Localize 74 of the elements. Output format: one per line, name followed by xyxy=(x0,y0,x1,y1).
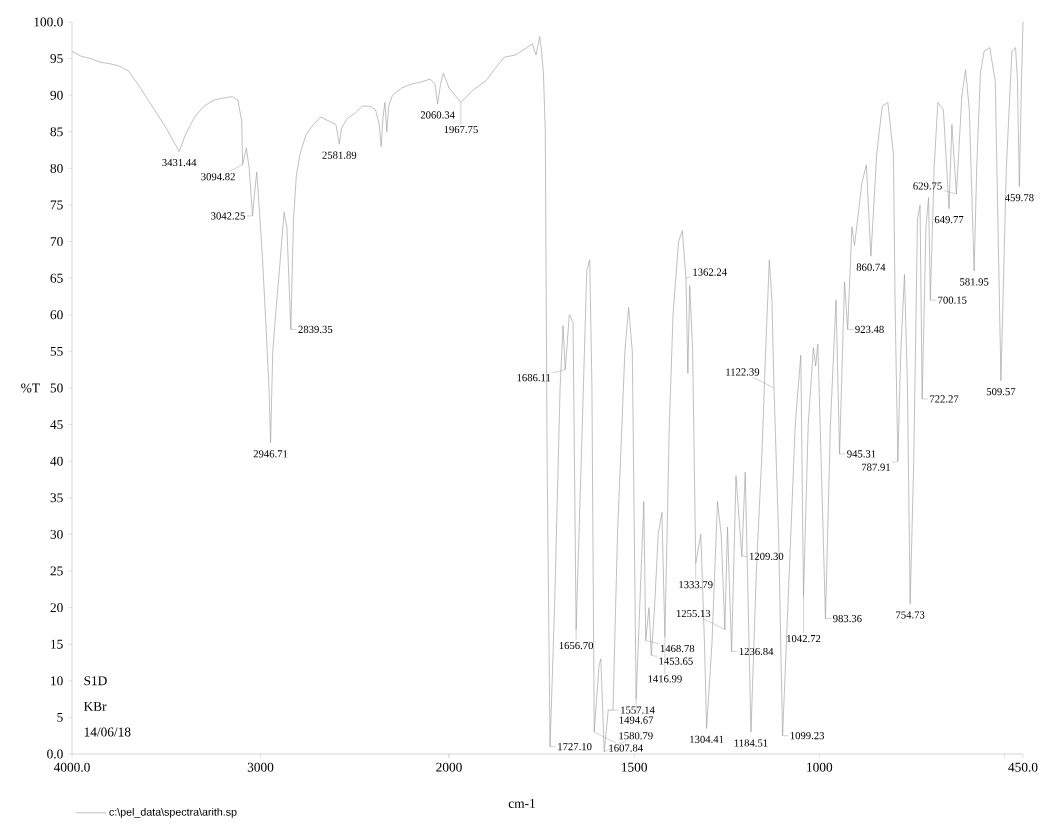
annotation: 1607.84 xyxy=(609,744,643,752)
annotation: 2946.71 xyxy=(253,450,288,458)
y-tick-label: 85 xyxy=(50,127,63,137)
x-tick-label: 1500 xyxy=(622,762,647,772)
annotation: 1468.78 xyxy=(660,644,695,653)
annotation: 1557.14 xyxy=(621,706,655,714)
annotation: 509.57 xyxy=(986,388,1016,396)
x-tick-label: 450.0 xyxy=(1008,762,1038,772)
y-tick-label: 35 xyxy=(50,493,63,503)
y-tick-label: 10 xyxy=(51,676,63,686)
y-tick-label: 90 xyxy=(50,90,63,100)
annotation: 1122.39 xyxy=(726,368,760,376)
x-tick-label: 4000.0 xyxy=(53,762,90,772)
annotation: 1686.11 xyxy=(517,374,551,382)
y-tick-label: 45 xyxy=(50,420,63,430)
annotation: 1255.13 xyxy=(676,609,711,618)
y-axis-title: %T xyxy=(21,383,40,393)
y-tick-label: 95 xyxy=(50,54,63,64)
annotation: 1333.79 xyxy=(679,581,713,589)
annotation: 2060.34 xyxy=(420,111,455,119)
annotation: 1656.70 xyxy=(559,641,594,650)
y-tick-label: 80 xyxy=(50,163,63,173)
x-tick-label: 2000 xyxy=(436,762,462,772)
y-tick-label: 0.0 xyxy=(47,749,63,759)
annotation: 1453.65 xyxy=(659,657,693,665)
annotation: 722.27 xyxy=(930,395,959,403)
annotation: 700.15 xyxy=(938,296,967,304)
annotation: 1580.79 xyxy=(619,732,653,740)
y-tick-label: 25 xyxy=(50,566,63,576)
annotation: 3094.82 xyxy=(201,173,235,181)
annotation: 3042.25 xyxy=(211,212,245,220)
y-tick-label: 55 xyxy=(50,346,63,356)
annotation: 2839.35 xyxy=(298,325,333,334)
annotation: 1727.10 xyxy=(558,743,592,751)
annotation: 1236.84 xyxy=(739,647,774,656)
y-tick-label: 100.0 xyxy=(34,17,63,27)
y-tick-label: 40 xyxy=(50,456,63,466)
annotation: 945.31 xyxy=(847,450,876,458)
y-tick-label: 30 xyxy=(50,529,63,539)
annotation: 1209.30 xyxy=(749,552,784,560)
annotation: 1304.41 xyxy=(690,735,724,743)
annotation: 649.77 xyxy=(934,216,964,224)
x-tick-label: 3000 xyxy=(247,762,274,772)
y-tick-label: 70 xyxy=(50,237,63,247)
annotation: 1494.67 xyxy=(619,716,654,724)
y-tick-label: 20 xyxy=(50,603,63,613)
y-tick-label: 75 xyxy=(50,200,63,210)
annotation: 983.36 xyxy=(833,614,862,623)
annotation: 923.48 xyxy=(855,325,884,334)
annotation: 1184.51 xyxy=(734,739,768,747)
annotation: 2581.89 xyxy=(322,151,357,159)
annotation: 629.75 xyxy=(913,182,942,190)
annotation: 14/06/18 xyxy=(84,727,131,737)
annotation: S1D xyxy=(84,676,107,686)
legend-label: c:\pel_data\spectra\arith.sp xyxy=(109,807,237,818)
annotation: 1042.72 xyxy=(787,634,821,643)
annotation: 1416.99 xyxy=(648,675,682,683)
annotation: 754.73 xyxy=(896,611,925,619)
x-axis-title: cm-1 xyxy=(508,798,535,808)
annotation: 459.78 xyxy=(1004,194,1034,202)
y-tick-label: 60 xyxy=(50,310,63,320)
x-tick-label: 1000 xyxy=(807,762,833,772)
annotation: 1967.75 xyxy=(444,125,478,134)
annotation: 1099.23 xyxy=(790,732,825,740)
annotation: 1362.24 xyxy=(693,268,727,276)
annotation: 3431.44 xyxy=(162,158,197,167)
annotation: 787.91 xyxy=(862,463,890,471)
y-tick-label: 15 xyxy=(51,639,63,649)
annotation: 581.95 xyxy=(960,278,989,286)
y-tick-label: 5 xyxy=(57,712,63,722)
annotation: KBr xyxy=(83,702,107,711)
annotation: 860.74 xyxy=(856,263,886,271)
y-tick-label: 65 xyxy=(50,273,63,283)
y-tick-label: 50 xyxy=(50,383,63,393)
